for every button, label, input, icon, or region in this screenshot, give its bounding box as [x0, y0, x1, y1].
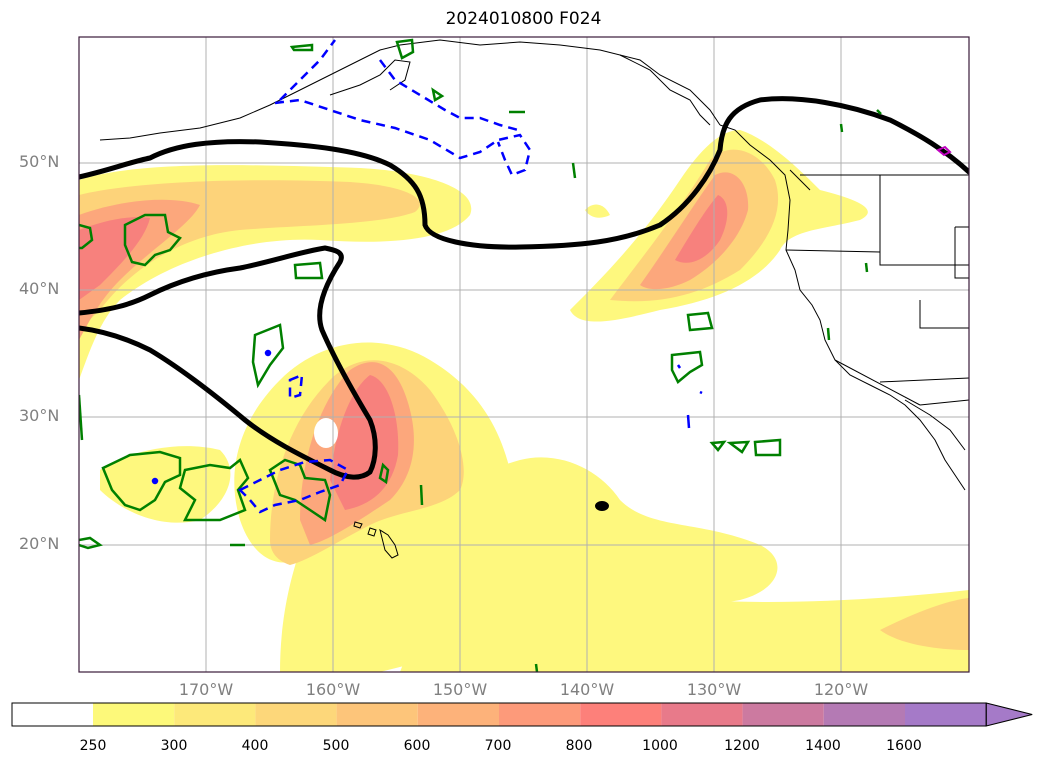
lat-label-20n: 20°N: [19, 534, 60, 553]
colorbar-frame: [11, 702, 987, 727]
blue-dashed-contours: [237, 39, 532, 514]
lon-label-130w: 130°W: [686, 680, 742, 699]
lat-label-40n: 40°N: [19, 279, 60, 298]
colorbar-label-500: 500: [322, 738, 350, 754]
plot-frame: [78, 36, 970, 673]
colorbar-extend-arrow: [985, 702, 1033, 727]
colorbar-segment: [742, 703, 824, 726]
blue-small-features: [151, 349, 703, 485]
colorbar-label-1400: 1400: [805, 738, 841, 754]
colorbar-label-1000: 1000: [642, 738, 678, 754]
colorbar-label-800: 800: [565, 738, 593, 754]
colorbar-segment: [255, 703, 337, 726]
lon-label-120w: 120°W: [813, 680, 869, 699]
green-contours: [79, 38, 882, 672]
colorbar-segment: [499, 703, 581, 726]
lat-label-50n: 50°N: [19, 152, 60, 171]
lon-label-140w: 140°W: [559, 680, 615, 699]
colorbar-segment: [174, 703, 256, 726]
thick-contours: [79, 96, 969, 480]
colorbar-label-1200: 1200: [724, 738, 760, 754]
colorbar-segment: [93, 703, 175, 726]
colorbar-segment: [823, 703, 905, 726]
colorbar-segment: [417, 703, 499, 726]
lon-label-160w: 160°W: [305, 680, 361, 699]
lon-label-170w: 170°W: [178, 680, 234, 699]
map-title: 2024010800 F024: [445, 9, 602, 29]
colorbar-label-600: 600: [403, 738, 431, 754]
lat-label-30n: 30°N: [19, 406, 60, 425]
colorbar: [11, 702, 1033, 727]
colorbar-segment: [336, 703, 418, 726]
colorbar-label-300: 300: [160, 738, 188, 754]
lon-label-150w: 150°W: [432, 680, 488, 699]
shading-gap: [314, 418, 338, 448]
colorbar-segment: [580, 703, 662, 726]
small-contour-blob: [595, 501, 609, 511]
colorbar-segment: [12, 703, 93, 726]
colorbar-label-250: 250: [79, 738, 107, 754]
colorbar-label-400: 400: [241, 738, 269, 754]
colorbar-label-700: 700: [484, 738, 512, 754]
colorbar-label-1600: 1600: [886, 738, 922, 754]
colorbar-segment: [661, 703, 743, 726]
colorbar-segment: [905, 703, 987, 726]
magenta-contour: [936, 145, 952, 157]
coastlines: [99, 39, 969, 559]
